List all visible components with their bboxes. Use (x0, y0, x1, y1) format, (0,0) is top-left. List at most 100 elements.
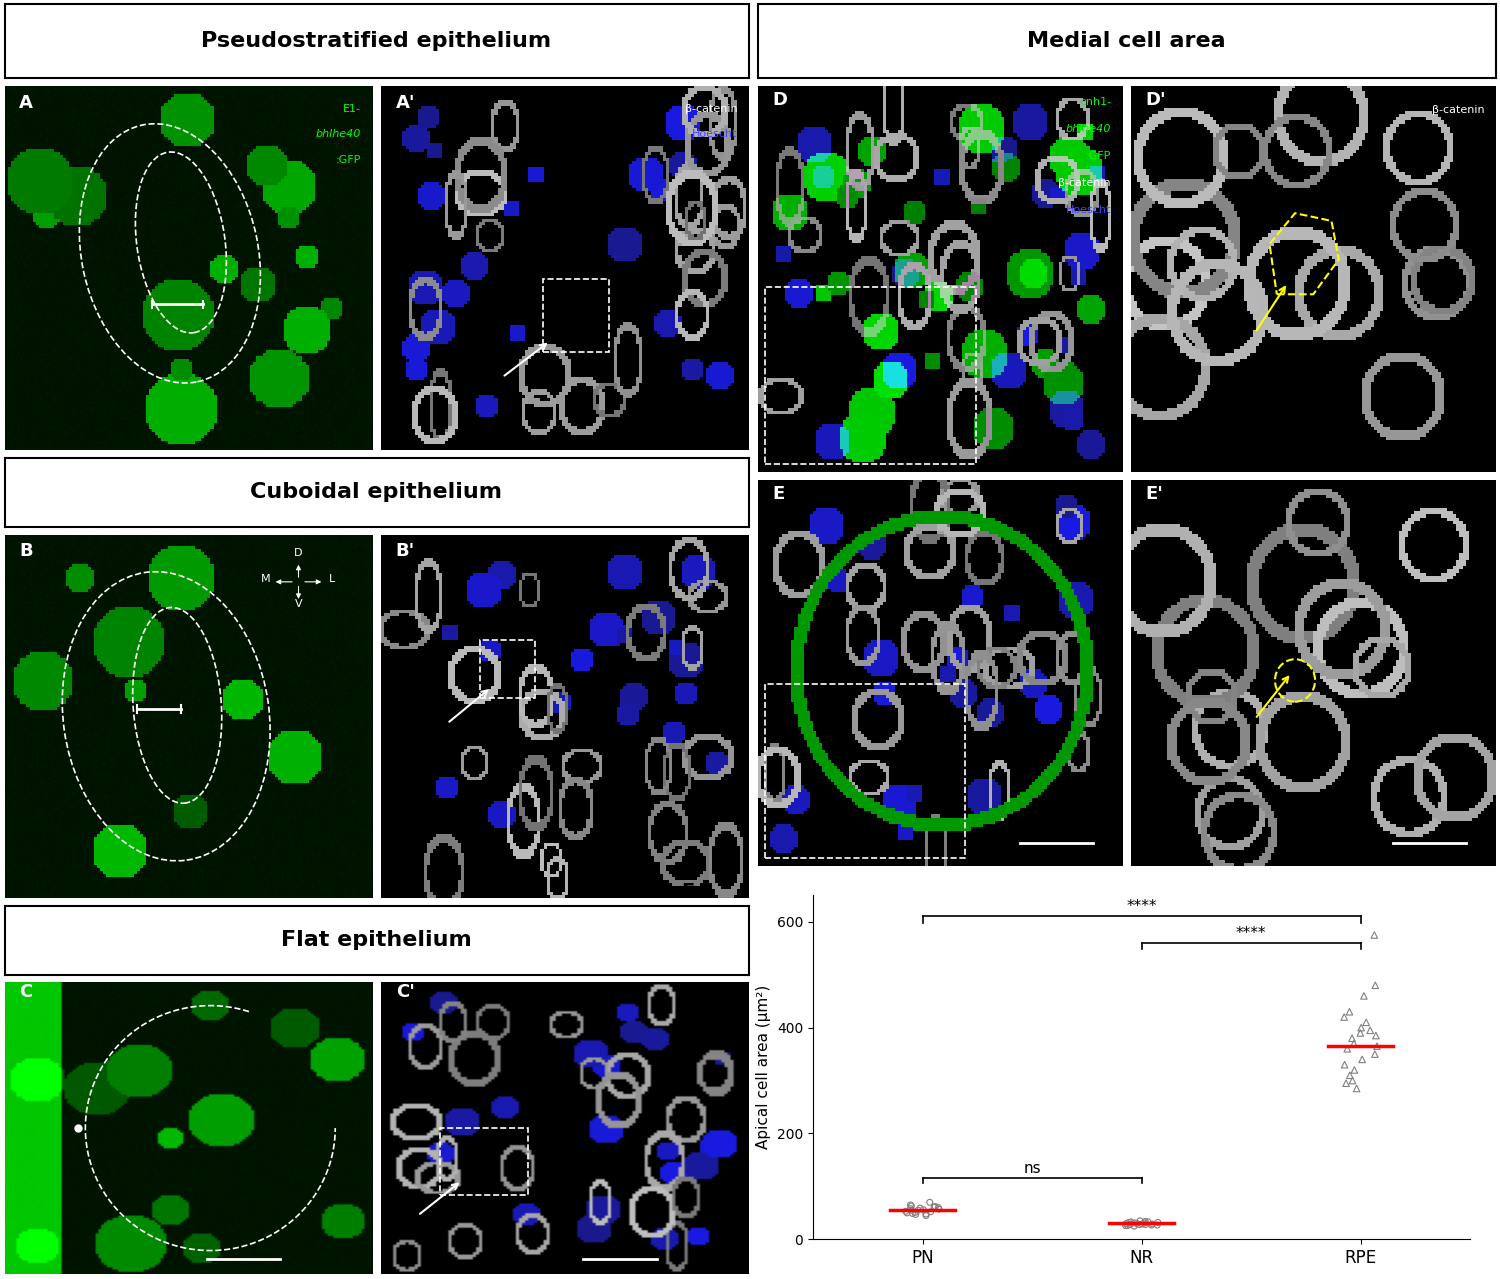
Point (914, 1205, 938, 1225)
Point (1140, 1215, 1164, 1236)
Text: M: M (261, 574, 270, 583)
Point (1332, 1007, 1356, 1027)
Text: V: V (294, 600, 303, 609)
Point (1128, 1214, 1152, 1234)
Point (1125, 1214, 1149, 1234)
Point (908, 1198, 932, 1219)
Point (1118, 1214, 1142, 1234)
Point (1144, 1215, 1168, 1236)
Point (1364, 1044, 1388, 1064)
Point (918, 1192, 942, 1212)
Text: Hoescht: Hoescht (1065, 206, 1112, 215)
Point (1342, 1060, 1366, 1081)
Text: Medial cell area: Medial cell area (1028, 31, 1225, 51)
Text: A: A (20, 93, 33, 111)
Text: E': E' (1146, 485, 1164, 503)
Text: bhlhe40: bhlhe40 (1065, 124, 1112, 134)
Point (1348, 1017, 1372, 1037)
Text: β-catenin: β-catenin (1432, 105, 1485, 115)
Text: ****: **** (1236, 926, 1266, 941)
Point (900, 1200, 924, 1220)
Text: Pseudostratified epithelium: Pseudostratified epithelium (201, 31, 552, 51)
Point (927, 1198, 951, 1219)
Point (1114, 1214, 1138, 1234)
Point (918, 1201, 942, 1221)
Text: D: D (294, 549, 303, 559)
Point (894, 1201, 918, 1221)
Point (1342, 1033, 1366, 1054)
Point (1130, 1214, 1154, 1234)
Text: β-catenin: β-catenin (686, 104, 738, 114)
Point (1136, 1211, 1160, 1232)
Point (1340, 1028, 1364, 1049)
Point (1338, 1065, 1362, 1086)
Text: :GFP: :GFP (1086, 151, 1112, 161)
Point (1350, 1049, 1374, 1069)
Point (1122, 1212, 1146, 1233)
Text: F: F (681, 881, 694, 900)
Point (898, 1195, 922, 1215)
Y-axis label: Apical cell area (μm²): Apical cell area (μm²) (756, 985, 771, 1150)
Text: E1-: E1- (344, 104, 362, 114)
Point (1134, 1211, 1158, 1232)
Point (924, 1196, 948, 1216)
Text: C: C (20, 982, 33, 1001)
Point (1352, 986, 1376, 1007)
Point (1365, 1036, 1389, 1056)
Point (1122, 1216, 1146, 1237)
Point (1132, 1212, 1156, 1233)
Text: :GFP: :GFP (336, 155, 362, 165)
Point (896, 1202, 920, 1223)
Bar (765, 286, 976, 464)
Point (1362, 925, 1386, 945)
Point (1364, 1026, 1388, 1046)
Point (898, 1198, 922, 1219)
Point (1134, 1214, 1158, 1234)
Point (912, 1200, 936, 1220)
Point (927, 1197, 951, 1218)
Point (1344, 1078, 1368, 1099)
Point (903, 1205, 927, 1225)
Point (1332, 1054, 1356, 1074)
Point (914, 1204, 938, 1224)
Text: D': D' (1146, 91, 1166, 109)
Point (1364, 975, 1388, 995)
Point (900, 1204, 924, 1224)
Point (1341, 1071, 1365, 1091)
Text: Hoescht: Hoescht (692, 129, 738, 139)
Point (1116, 1215, 1140, 1236)
Point (1128, 1211, 1152, 1232)
Text: B: B (20, 542, 33, 560)
Point (1348, 1023, 1372, 1044)
Point (903, 1202, 927, 1223)
Text: L: L (328, 574, 334, 583)
Text: Cuboidal epithelium: Cuboidal epithelium (251, 482, 503, 503)
Text: C': C' (396, 982, 414, 1001)
Bar (440, 1128, 528, 1195)
Point (1113, 1215, 1137, 1236)
Point (1146, 1212, 1170, 1233)
Text: enh1-: enh1- (1078, 97, 1112, 107)
Text: A': A' (396, 93, 416, 111)
Text: B': B' (396, 542, 416, 560)
Text: β-catenin: β-catenin (1059, 178, 1112, 188)
Text: ****: **** (1126, 899, 1156, 914)
Point (1335, 1039, 1359, 1059)
Point (1358, 1021, 1382, 1041)
Bar (765, 684, 966, 858)
Bar (543, 279, 609, 352)
Point (900, 1196, 924, 1216)
Point (1334, 1073, 1358, 1094)
Text: E: E (772, 485, 784, 503)
Point (1119, 1211, 1143, 1232)
Point (906, 1200, 930, 1220)
Point (1118, 1212, 1142, 1233)
Text: D: D (772, 91, 788, 109)
Point (1140, 1214, 1164, 1234)
Text: bhlhe40: bhlhe40 (315, 129, 362, 139)
Point (922, 1197, 946, 1218)
Bar (480, 640, 536, 698)
Point (1354, 1012, 1378, 1032)
Text: ns: ns (1023, 1161, 1041, 1177)
Text: Flat epithelium: Flat epithelium (280, 930, 472, 950)
